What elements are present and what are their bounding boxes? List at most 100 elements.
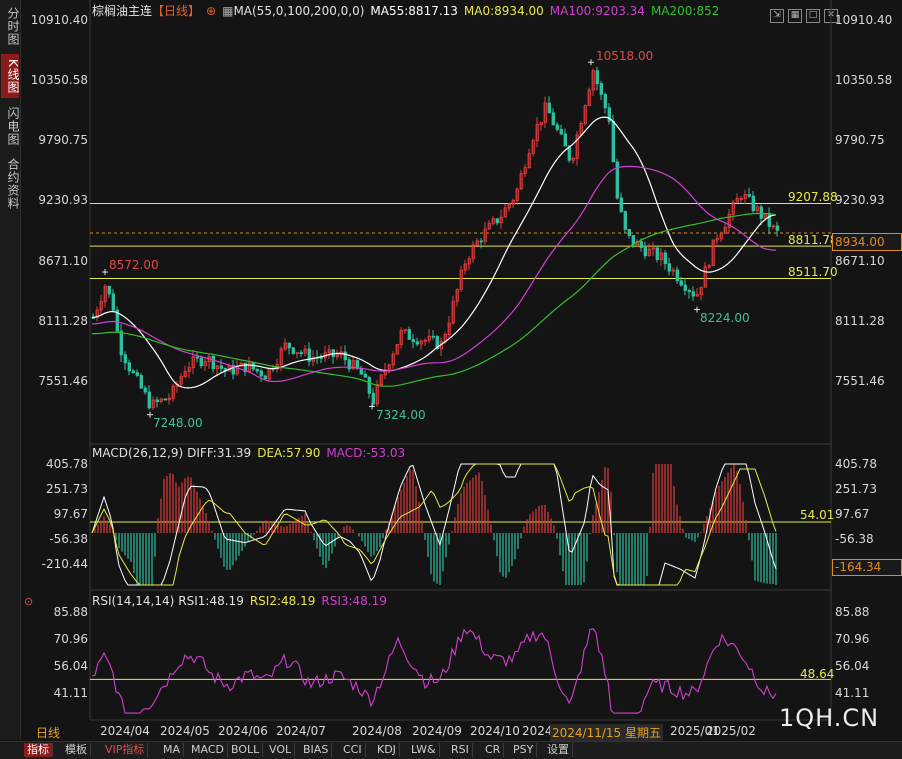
- candle-body: [687, 290, 691, 293]
- ma200-line: [91, 212, 777, 387]
- candle-body: [163, 398, 167, 401]
- candle-body: [591, 70, 595, 91]
- tab-ma[interactable]: MA: [160, 743, 185, 757]
- candle-body: [603, 93, 607, 109]
- candle-body: [131, 370, 135, 374]
- low-mid-label: 7324.00: [376, 408, 426, 422]
- tab-vip-indicator[interactable]: VIP指标: [102, 743, 149, 757]
- candle-body: [747, 194, 751, 197]
- macd-params: MACD(26,12,9): [92, 446, 184, 460]
- tab-vol[interactable]: VOL: [266, 743, 296, 757]
- tab-kline[interactable]: K线图: [1, 54, 20, 98]
- price-tick-right: 10910.40: [835, 13, 893, 27]
- rsi1-value: RSI1:48.19: [178, 594, 244, 608]
- ma0-value: MA0:8934.00: [463, 4, 544, 18]
- candle-body: [179, 376, 183, 385]
- x-tick: 2025/02: [706, 724, 756, 738]
- candle-body: [99, 300, 103, 311]
- low-left-label: 7248.00: [153, 416, 203, 430]
- candle-body: [411, 338, 415, 343]
- candle-body: [523, 167, 527, 174]
- candle-body: [595, 70, 599, 85]
- macd-diff-line: [91, 463, 777, 586]
- rsi-line: [91, 628, 777, 714]
- expand-icon[interactable]: ⇲: [770, 9, 784, 23]
- candle-body: [367, 376, 371, 394]
- macd-tick-right: 97.67: [835, 507, 870, 521]
- candle-body: [359, 368, 363, 375]
- candle-body: [155, 399, 159, 403]
- candle-body: [395, 344, 399, 355]
- price-tick-right: 8671.10: [835, 254, 885, 268]
- candle-body: [471, 244, 475, 260]
- tab-indicator[interactable]: 指标: [24, 743, 53, 757]
- tab-template[interactable]: 模板: [62, 743, 91, 757]
- candle-body: [759, 206, 763, 219]
- tab-lw[interactable]: LW&: [408, 743, 440, 757]
- tab-lightning[interactable]: 闪电图: [6, 106, 20, 146]
- candle-body: [723, 226, 727, 234]
- candle-body: [771, 225, 775, 228]
- candle-body: [427, 335, 431, 341]
- candle-body: [463, 263, 467, 271]
- tab-cci[interactable]: CCI: [340, 743, 366, 757]
- tab-macd[interactable]: MACD: [188, 743, 228, 757]
- rsi-tick-left: 41.11: [53, 686, 88, 700]
- candle-body: [255, 368, 259, 372]
- candle-body: [371, 392, 375, 405]
- rsi-tick-left: 56.04: [53, 659, 88, 673]
- candle-body: [263, 375, 267, 380]
- candle-body: [503, 207, 507, 218]
- candle-body: [555, 124, 559, 130]
- candle-body: [187, 367, 191, 372]
- tab-contract-info[interactable]: 合约资料: [6, 158, 20, 210]
- candle-body: [671, 269, 675, 272]
- ma100-value: MA100:9203.34: [549, 4, 645, 18]
- left-tab-strip: 分时图 K线图 闪电图 合约资料: [0, 0, 21, 740]
- candle-body: [775, 225, 779, 231]
- tab-boll[interactable]: BOLL: [228, 743, 264, 757]
- candle-body: [283, 342, 287, 350]
- candle-body: [419, 340, 423, 345]
- indicator-dot-icon[interactable]: ⊙: [24, 595, 34, 608]
- ma-legend-icon: ▦: [222, 4, 234, 18]
- candle-body: [643, 247, 647, 257]
- period-indicator[interactable]: 日线: [36, 726, 61, 740]
- period-label[interactable]: 【日线】: [152, 4, 201, 18]
- candle-body: [659, 252, 663, 260]
- kline-chart[interactable]: [0, 0, 902, 740]
- ma55-line: [91, 116, 777, 389]
- price-tick-left: 9230.93: [38, 193, 88, 207]
- rsi-tick-left: 85.88: [53, 605, 88, 619]
- tab-settings[interactable]: 设置: [544, 743, 573, 757]
- tab-rsi[interactable]: RSI: [448, 743, 473, 757]
- candle-body: [559, 128, 563, 135]
- macd-dea: DEA:57.90: [257, 446, 321, 460]
- left-peak-label: 8572.00: [109, 258, 159, 272]
- x-tick: 2024/06: [218, 724, 268, 738]
- candle-body: [203, 361, 207, 367]
- candle-body: [199, 357, 203, 367]
- candle-body: [551, 112, 555, 126]
- settings-icon[interactable]: ⊕: [206, 4, 217, 18]
- macd-tick-right: 251.73: [835, 482, 877, 496]
- cursor-date-label: 2024/11/15 星期五: [550, 724, 663, 741]
- grid-icon[interactable]: ▦: [788, 9, 802, 23]
- tab-kdj[interactable]: KDJ: [374, 743, 400, 757]
- tab-cr[interactable]: CR: [482, 743, 505, 757]
- rsi-hline-label: 48.64: [800, 667, 835, 681]
- tab-psy[interactable]: PSY: [510, 743, 538, 757]
- tab-bias[interactable]: BIAS: [300, 743, 333, 757]
- window-icon[interactable]: □: [806, 9, 820, 23]
- candle-body: [363, 373, 367, 378]
- candle-body: [667, 263, 671, 272]
- candle-body: [495, 218, 499, 224]
- candle-body: [679, 280, 683, 286]
- ma200-value: MA200:852: [650, 4, 720, 18]
- candle-body: [355, 360, 359, 369]
- candle-body: [215, 365, 219, 370]
- candle-body: [607, 107, 611, 122]
- candle-body: [547, 102, 551, 114]
- candle-body: [515, 188, 519, 201]
- tab-time-sharing[interactable]: 分时图: [6, 6, 20, 46]
